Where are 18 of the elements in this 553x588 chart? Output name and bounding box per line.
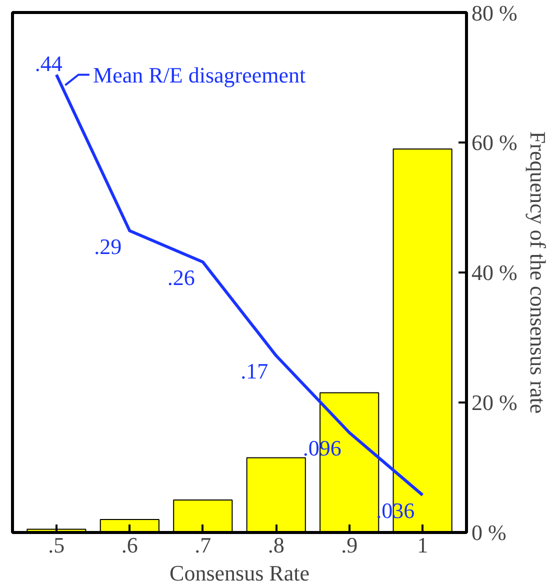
x-tick-label: .9 [341, 532, 358, 558]
y-tick-label: 0 % [472, 520, 506, 545]
legend-label: Mean R/E disagreement [93, 62, 306, 88]
x-tick-label: .5 [48, 532, 65, 558]
y-tick-label: 60 % [472, 130, 518, 155]
data-label: .26 [167, 265, 195, 290]
data-label: .29 [94, 234, 122, 259]
x-tick-label: .6 [121, 532, 138, 558]
y-tick-label: 20 % [472, 390, 518, 415]
data-label: .44 [34, 50, 62, 76]
y-tick-label: 40 % [472, 260, 518, 285]
x-axis-title: Consensus Rate [170, 560, 310, 586]
x-tick-label: .7 [194, 532, 212, 558]
y-tick-label: 80 % [472, 0, 518, 26]
x-tick-label: 1 [417, 532, 428, 558]
y-axis-title: Frequency of the consensus rate [525, 131, 550, 414]
data-label: .17 [240, 358, 268, 384]
x-tick-label: .8 [268, 532, 284, 558]
